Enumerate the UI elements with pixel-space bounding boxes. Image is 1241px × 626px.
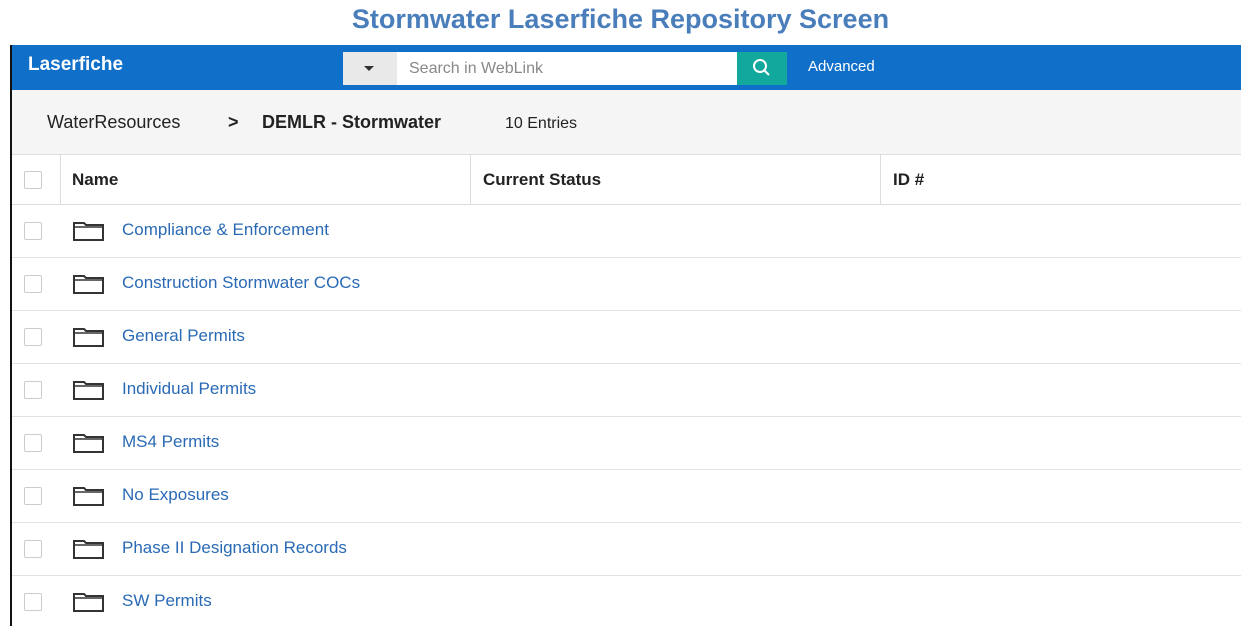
table-row: No Exposures (12, 470, 1241, 523)
app-window: Laserfiche Search in WebLink Advanced Wa… (10, 45, 1241, 626)
folder-link[interactable]: No Exposures (122, 485, 229, 504)
column-divider (880, 155, 881, 205)
column-header[interactable]: Current Status (483, 170, 602, 189)
table-header: Name Current Status ID # (12, 155, 1241, 205)
folder-icon (73, 434, 104, 453)
folder-icon (73, 593, 104, 612)
caret-icon (364, 66, 374, 71)
page-title: Stormwater Laserfiche Repository Screen (351, 4, 890, 34)
search-button[interactable] (737, 52, 787, 85)
folder-link[interactable]: SW Permits (122, 591, 212, 610)
breadcrumb-bar: WaterResources > DEMLR - Stormwater 10 E… (12, 90, 1241, 155)
navbar: Laserfiche Search in WebLink Advanced (12, 45, 1241, 90)
folder-link[interactable]: Individual Permits (122, 379, 257, 398)
column-divider (60, 155, 61, 205)
row-checkbox[interactable] (24, 434, 42, 452)
logo[interactable]: Laserfiche (28, 54, 124, 75)
table-row: Individual Permits (12, 364, 1241, 417)
folder-link[interactable]: Construction Stormwater COCs (122, 273, 361, 292)
folder-icon (73, 540, 104, 559)
column-divider (470, 155, 471, 205)
folder-icon (73, 487, 104, 506)
table-row: SW Permits (12, 576, 1241, 626)
table-row: Compliance & Enforcement (12, 205, 1241, 258)
select-all-checkbox[interactable] (24, 171, 42, 189)
table-row: Construction Stormwater COCs (12, 258, 1241, 311)
advanced-search-link[interactable]: Advanced (808, 58, 875, 75)
row-checkbox[interactable] (24, 593, 42, 611)
folder-link[interactable]: MS4 Permits (122, 432, 220, 451)
search-input[interactable]: Search in WebLink (397, 52, 737, 85)
folder-link[interactable]: General Permits (122, 326, 245, 345)
column-header[interactable]: ID # (893, 170, 925, 189)
row-checkbox[interactable] (24, 381, 42, 399)
breadcrumb-parent[interactable]: WaterResources (47, 112, 181, 132)
row-checkbox[interactable] (24, 487, 42, 505)
search-scope-dropdown[interactable] (343, 52, 398, 85)
table-row: MS4 Permits (12, 417, 1241, 470)
row-checkbox[interactable] (24, 222, 42, 240)
folder-icon (73, 275, 104, 294)
row-checkbox[interactable] (24, 328, 42, 346)
folder-icon (73, 222, 104, 241)
breadcrumb-current: DEMLR - Stormwater (262, 112, 442, 132)
folder-icon (73, 381, 104, 400)
folder-link[interactable]: Compliance & Enforcement (122, 220, 329, 239)
folder-link[interactable]: Phase II Designation Records (122, 538, 347, 557)
folder-icon (73, 328, 104, 347)
row-checkbox[interactable] (24, 540, 42, 558)
table-row: Phase II Designation Records (12, 523, 1241, 576)
entry-count: 10 Entries (505, 115, 578, 132)
breadcrumb-separator: > (228, 112, 239, 132)
row-checkbox[interactable] (24, 275, 42, 293)
column-header[interactable]: Name (72, 170, 119, 189)
table-row: General Permits (12, 311, 1241, 364)
search-icon (753, 59, 770, 76)
